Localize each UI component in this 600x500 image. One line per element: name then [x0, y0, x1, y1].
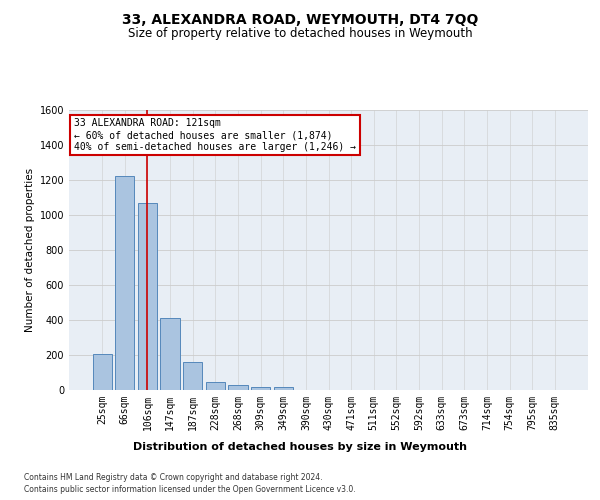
Text: 33 ALEXANDRA ROAD: 121sqm
← 60% of detached houses are smaller (1,874)
40% of se: 33 ALEXANDRA ROAD: 121sqm ← 60% of detac…: [74, 118, 356, 152]
Text: Contains HM Land Registry data © Crown copyright and database right 2024.: Contains HM Land Registry data © Crown c…: [24, 472, 323, 482]
Text: Distribution of detached houses by size in Weymouth: Distribution of detached houses by size …: [133, 442, 467, 452]
Bar: [138, 203, 157, 390]
Bar: [115, 176, 134, 390]
Bar: [229, 386, 248, 390]
Bar: [92, 354, 112, 390]
Bar: [206, 382, 225, 390]
Y-axis label: Number of detached properties: Number of detached properties: [25, 168, 35, 332]
Bar: [183, 362, 202, 390]
Text: Size of property relative to detached houses in Weymouth: Size of property relative to detached ho…: [128, 28, 472, 40]
Text: Contains public sector information licensed under the Open Government Licence v3: Contains public sector information licen…: [24, 485, 356, 494]
Bar: [274, 388, 293, 390]
Bar: [160, 318, 180, 390]
Bar: [251, 387, 270, 390]
Text: 33, ALEXANDRA ROAD, WEYMOUTH, DT4 7QQ: 33, ALEXANDRA ROAD, WEYMOUTH, DT4 7QQ: [122, 12, 478, 26]
